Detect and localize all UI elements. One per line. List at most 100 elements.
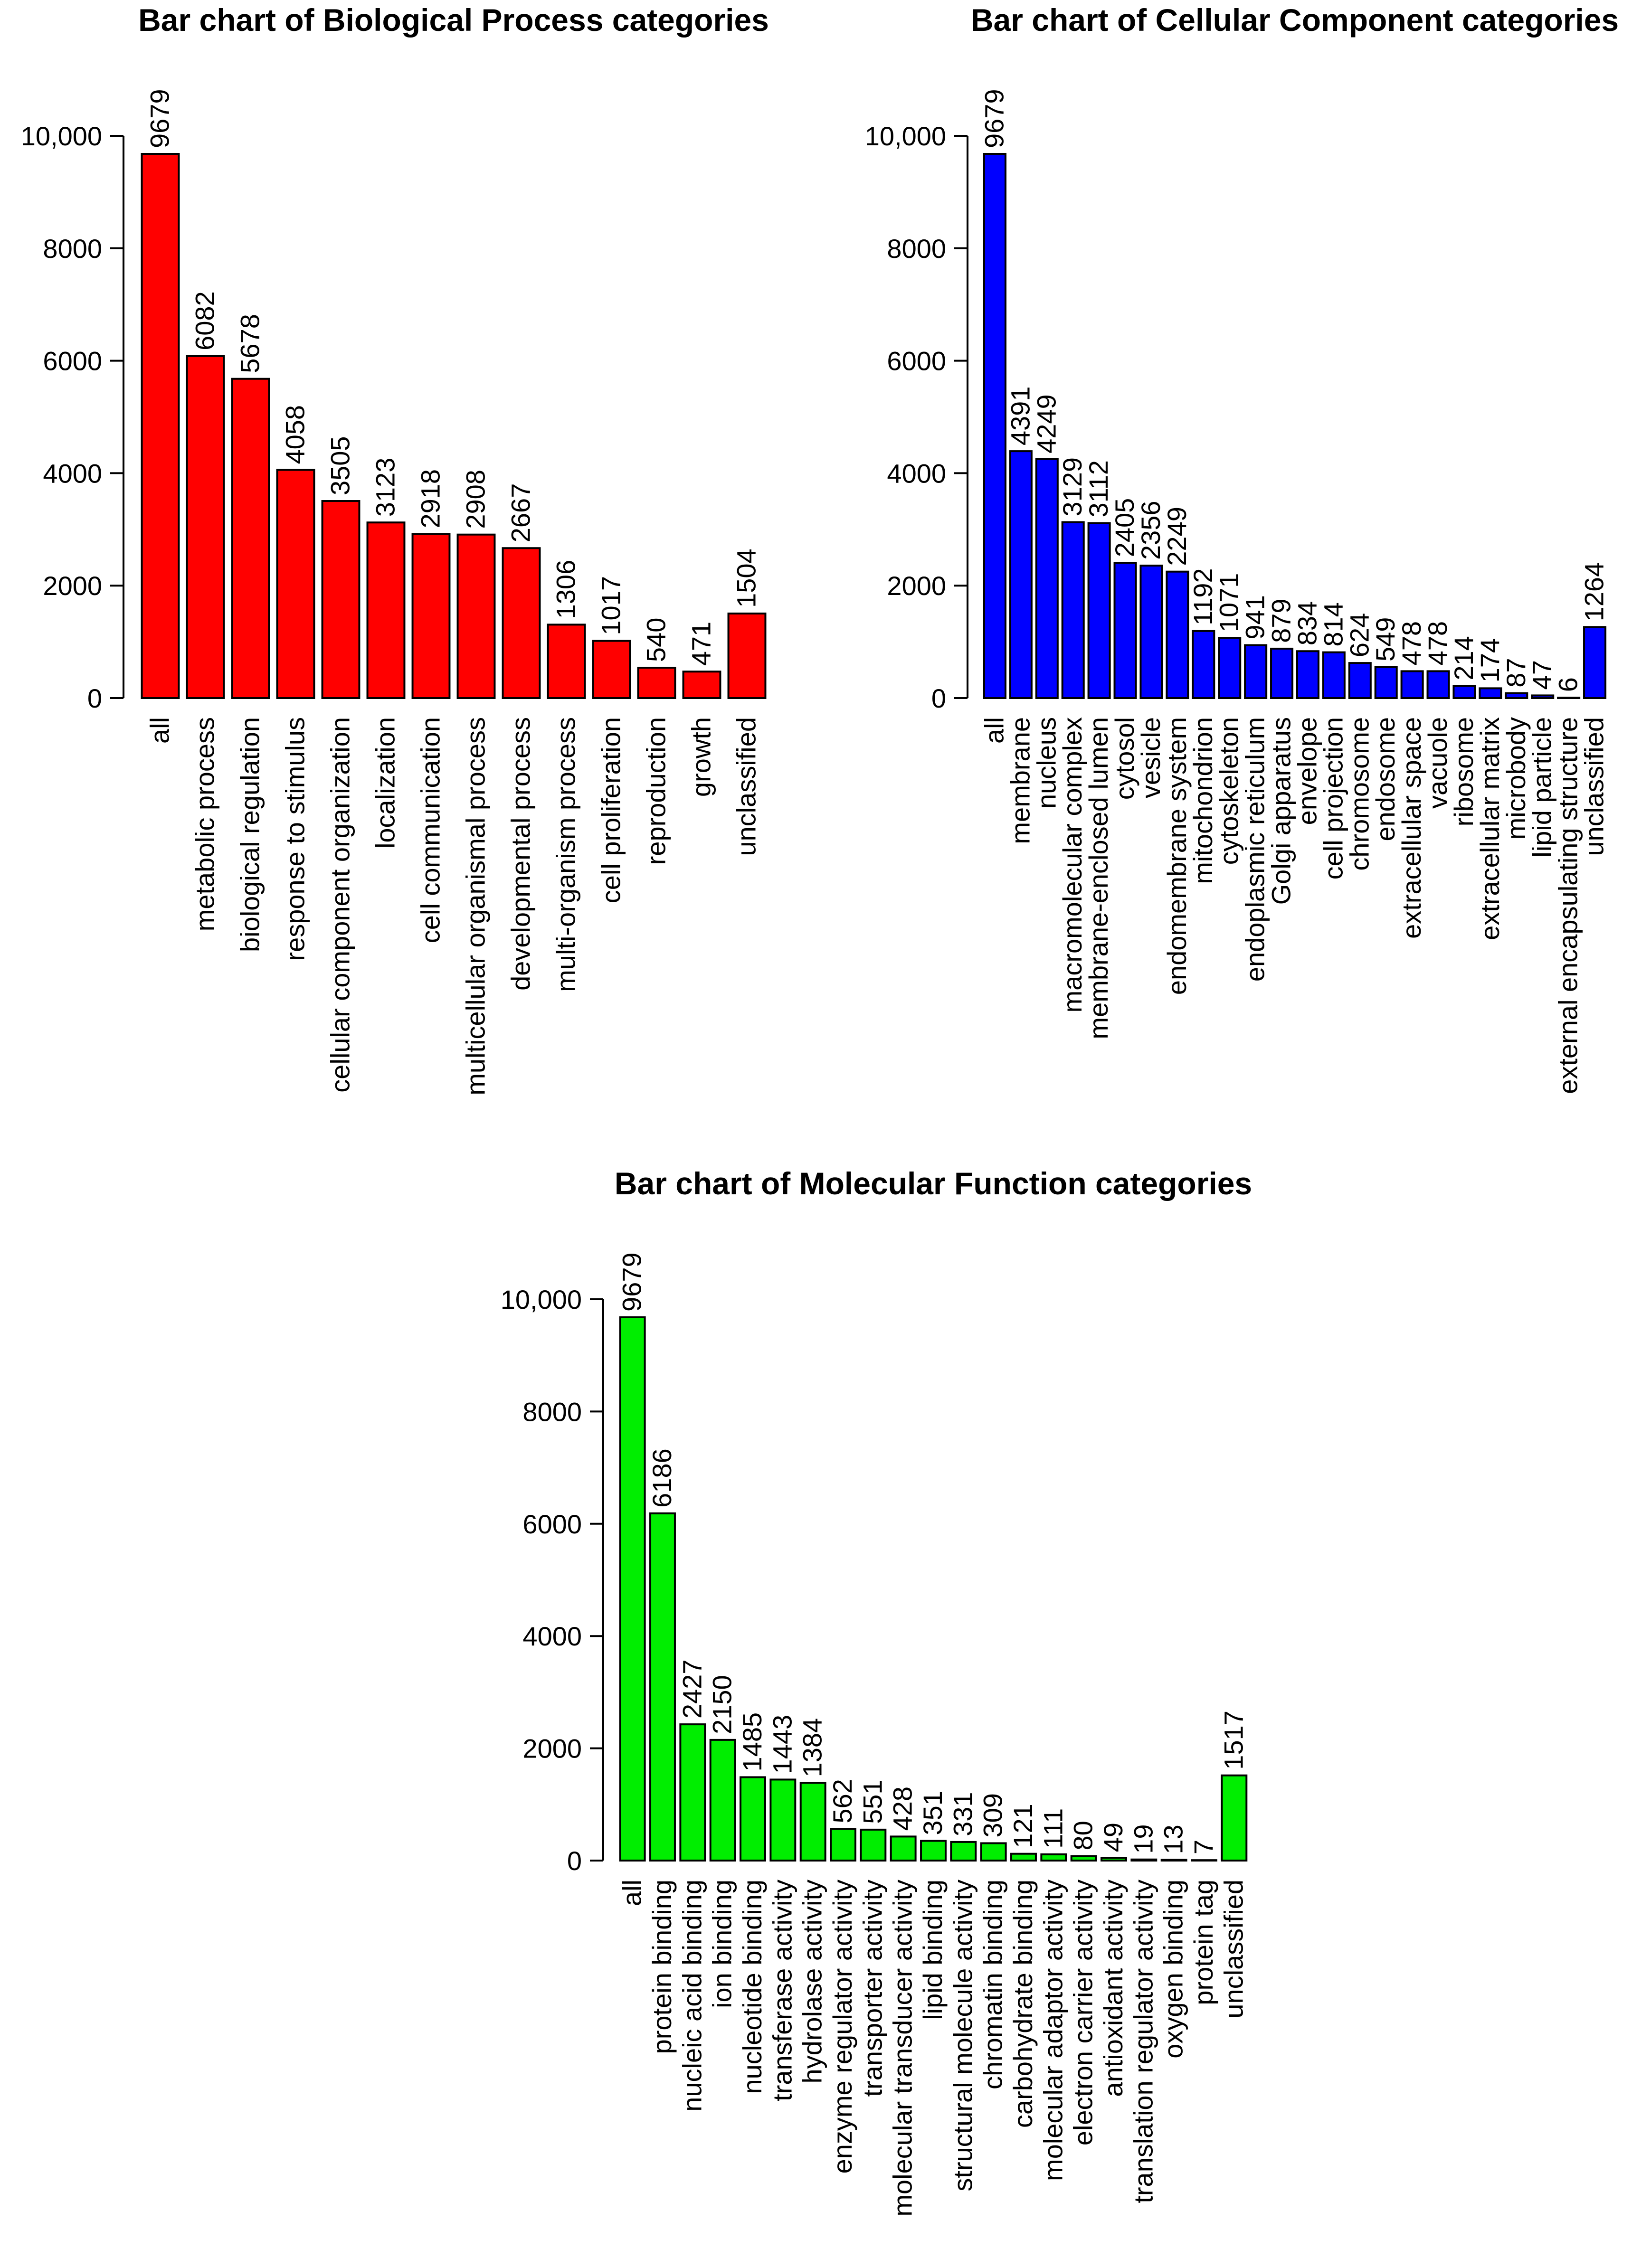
y-tick-label: 8000: [887, 234, 946, 264]
y-tick-label: 4000: [43, 458, 102, 488]
bar-value-label: 9679: [617, 1252, 647, 1312]
bar-cellular-component-organization: [321, 500, 361, 699]
bar-value-label: 121: [1008, 1804, 1038, 1848]
bar-carbohydrate-binding: [1010, 1852, 1037, 1862]
category-label: lipid binding: [918, 1880, 948, 2020]
category-label: nucleotide binding: [737, 1880, 767, 2094]
bar-value-label: 2150: [707, 1675, 737, 1734]
category-label: chromosome: [1344, 717, 1374, 871]
category-label: ion binding: [707, 1880, 737, 2008]
bar-value-label: 5678: [235, 314, 265, 373]
category-label: membrane-enclosed lumen: [1083, 717, 1113, 1040]
bar-value-label: 4249: [1031, 394, 1061, 454]
bar-value-label: 478: [1423, 621, 1452, 665]
bar-cell-proliferation: [592, 640, 631, 699]
category-label: protein tag: [1188, 1880, 1218, 2005]
bar-value-label: 879: [1266, 598, 1296, 643]
category-label: cytoskeleton: [1214, 717, 1244, 865]
bar-value-label: 1192: [1188, 568, 1218, 625]
bar-value-label: 9679: [145, 89, 175, 148]
bar-value-label: 428: [888, 1786, 918, 1831]
bar-value-label: 49: [1098, 1823, 1128, 1852]
bar-value-label: 351: [918, 1791, 948, 1835]
y-tick-label: 2000: [43, 571, 102, 601]
category-label: cell communication: [416, 717, 446, 943]
bar-membrane-enclosed-lumen: [1087, 522, 1111, 699]
bar-value-label: 1306: [551, 560, 581, 619]
y-tick-label: 8000: [43, 234, 102, 264]
bar-value-label: 331: [948, 1792, 977, 1836]
category-label: cell projection: [1318, 717, 1348, 879]
category-label: transferase activity: [767, 1880, 797, 2101]
category-label: vacuole: [1423, 717, 1452, 809]
bar-protein-tag: [1191, 1859, 1217, 1862]
bar-value-label: 174: [1475, 638, 1505, 682]
bar-cytoskeleton: [1218, 637, 1242, 699]
category-label: endosome: [1370, 717, 1400, 841]
bar-endomembrane-system: [1166, 570, 1189, 699]
bar-value-label: 549: [1370, 617, 1400, 662]
bar-extracellular-space: [1400, 670, 1424, 699]
bar-cell-communication: [411, 533, 451, 699]
bar-value-label: 1017: [596, 576, 626, 635]
chart-cellular-component: Bar chart of Cellular Component categori…: [865, 2, 1619, 1094]
bar-value-label: 80: [1068, 1821, 1098, 1850]
category-label: cytosol: [1110, 717, 1139, 800]
category-label: mitochondrion: [1188, 717, 1218, 884]
category-label: all: [145, 717, 175, 744]
category-label: lipid particle: [1527, 717, 1557, 858]
bar-value-label: 1071: [1214, 573, 1244, 633]
category-label: external encapsulating structure: [1553, 717, 1583, 1094]
bar-value-label: 6082: [190, 291, 220, 350]
bar-hydrolase-activity: [799, 1782, 826, 1862]
bar-value-label: 2356: [1136, 501, 1166, 560]
bar-value-label: 1443: [767, 1715, 797, 1774]
chart-molecular-function: Bar chart of Molecular Function categori…: [501, 1166, 1252, 2217]
category-label: macromolecular complex: [1057, 717, 1087, 1012]
bar-microbody: [1505, 692, 1528, 699]
category-label: metabolic process: [190, 717, 220, 931]
bar-membrane: [1009, 450, 1033, 699]
bar-unclassified: [1221, 1774, 1248, 1862]
bar-value-label: 4391: [1005, 387, 1035, 446]
category-label: membrane: [1005, 717, 1035, 844]
category-label: response to stimulus: [280, 717, 310, 961]
bar-extracellular-matrix: [1479, 687, 1502, 699]
category-label: biological regulation: [235, 717, 265, 952]
category-label: nucleus: [1031, 717, 1061, 809]
bar-value-label: 214: [1449, 636, 1479, 680]
category-label: localization: [370, 717, 400, 849]
bar-ion-binding: [709, 1739, 736, 1862]
category-label: vesicle: [1136, 717, 1166, 798]
bar-transporter-activity: [860, 1828, 887, 1862]
bar-all: [983, 153, 1006, 699]
category-label: nucleic acid binding: [677, 1880, 707, 2112]
bar-localization: [366, 521, 406, 699]
bar-value-label: 309: [978, 1793, 1008, 1837]
y-tick-label: 0: [567, 1846, 582, 1876]
bar-value-label: 13: [1158, 1824, 1188, 1854]
bar-value-label: 87: [1501, 658, 1531, 687]
chart-title: Bar chart of Cellular Component categori…: [971, 2, 1619, 38]
category-label: protein binding: [647, 1880, 677, 2054]
category-label: developmental process: [506, 717, 536, 991]
bar-all: [141, 153, 180, 699]
category-label: all: [979, 717, 1009, 744]
category-label: cellular component organization: [325, 717, 355, 1093]
bar-biological-regulation: [231, 378, 270, 699]
bar-value-label: 1517: [1218, 1710, 1248, 1770]
y-tick-label: 0: [87, 683, 102, 713]
bar-value-label: 3129: [1057, 457, 1087, 517]
bar-lipid-particle: [1531, 694, 1555, 699]
bar-value-label: 3123: [370, 458, 400, 517]
bar-unclassified: [727, 612, 767, 699]
bar-cytosol: [1113, 562, 1137, 699]
y-tick-label: 6000: [887, 346, 946, 376]
y-tick-label: 0: [931, 683, 946, 713]
bar-nucleus: [1035, 458, 1059, 699]
bar-value-label: 3505: [325, 436, 355, 495]
chart-title: Bar chart of Molecular Function categori…: [615, 1166, 1252, 1201]
bar-endoplasmic-reticulum: [1244, 644, 1268, 699]
